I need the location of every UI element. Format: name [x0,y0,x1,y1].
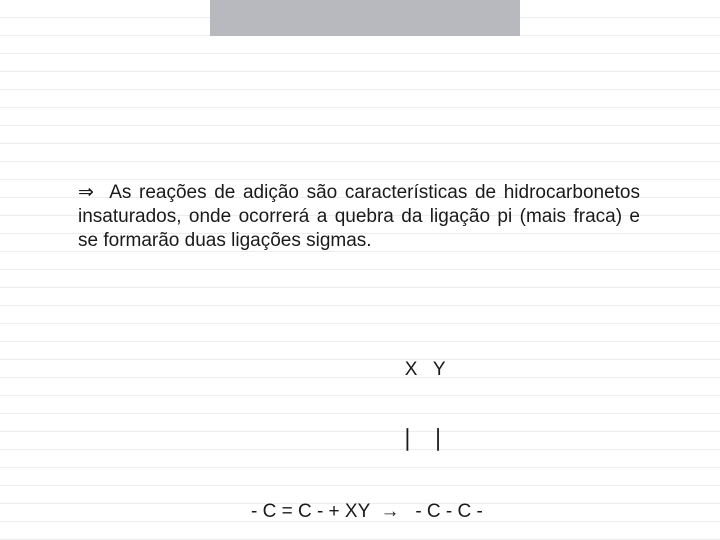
header-bar [210,0,520,36]
reaction-row-3: - C = C - + XY → - C - C - [78,500,640,524]
bullet-arrow: ⇒ [78,182,94,203]
reaction-row-2: ⎢ ⎢ [78,429,640,453]
paragraph: ⇒ As reações de adição são característic… [78,181,640,252]
paragraph-text: As reações de adição são características… [78,182,640,251]
reaction-scheme: X Y ⎢ ⎢ - C = C - + XY → - C - C - ⎢ ⎢ ⎢… [78,310,640,540]
body-paragraph: ⇒ As reações de adição são característic… [78,162,640,271]
reaction-row-1: X Y [78,358,640,382]
